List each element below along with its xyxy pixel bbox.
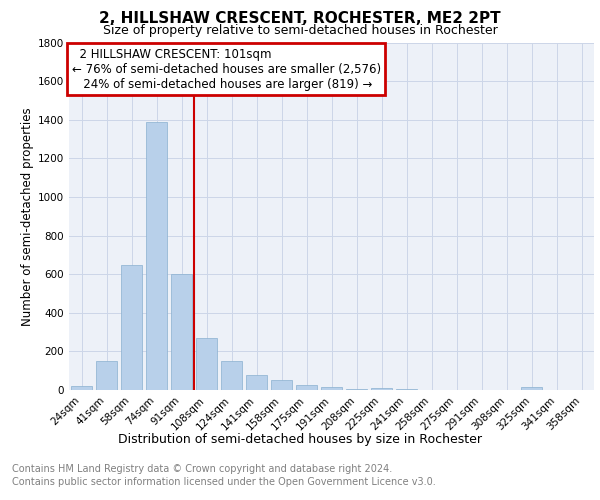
- Text: Contains public sector information licensed under the Open Government Licence v3: Contains public sector information licen…: [12, 477, 436, 487]
- Text: Contains HM Land Registry data © Crown copyright and database right 2024.: Contains HM Land Registry data © Crown c…: [12, 464, 392, 474]
- Y-axis label: Number of semi-detached properties: Number of semi-detached properties: [21, 107, 34, 326]
- Bar: [346, 389, 367, 390]
- Bar: [371, 388, 392, 390]
- Text: Size of property relative to semi-detached houses in Rochester: Size of property relative to semi-detach…: [103, 24, 497, 37]
- Bar: [71, 386, 92, 390]
- Bar: [121, 264, 142, 390]
- Bar: [246, 374, 267, 390]
- Text: Distribution of semi-detached houses by size in Rochester: Distribution of semi-detached houses by …: [118, 432, 482, 446]
- Bar: [396, 389, 417, 390]
- Bar: [296, 385, 317, 390]
- Bar: [171, 274, 192, 390]
- Bar: [271, 380, 292, 390]
- Bar: [221, 361, 242, 390]
- Bar: [96, 361, 117, 390]
- Bar: [146, 122, 167, 390]
- Bar: [521, 387, 542, 390]
- Bar: [196, 338, 217, 390]
- Bar: [321, 387, 342, 390]
- Text: 2 HILLSHAW CRESCENT: 101sqm
← 76% of semi-detached houses are smaller (2,576)
  : 2 HILLSHAW CRESCENT: 101sqm ← 76% of sem…: [71, 48, 381, 90]
- Text: 2, HILLSHAW CRESCENT, ROCHESTER, ME2 2PT: 2, HILLSHAW CRESCENT, ROCHESTER, ME2 2PT: [99, 11, 501, 26]
